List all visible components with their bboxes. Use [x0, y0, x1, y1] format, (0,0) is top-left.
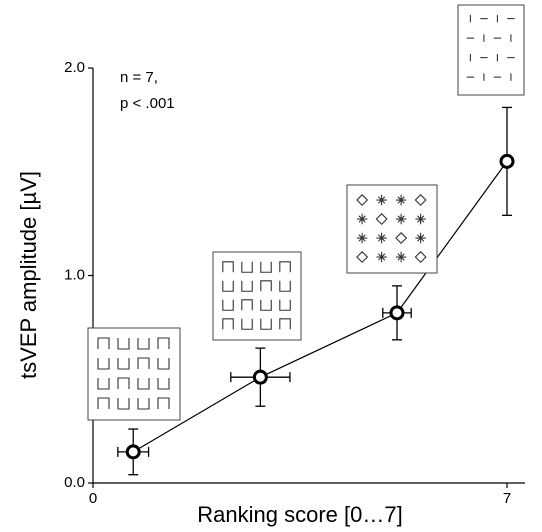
data-point [501, 155, 513, 167]
stimulus-inset [213, 252, 301, 340]
data-point [127, 446, 139, 458]
annotation: n = 7, [120, 69, 158, 86]
x-axis-title: Ranking score [0…7] [197, 502, 402, 527]
trend-line [133, 161, 507, 452]
chart: Ranking score [0…7] tsVEP amplitude [µV]… [0, 0, 542, 532]
y-tick-label: 0.0 [64, 474, 85, 491]
y-tick-label: 2.0 [64, 59, 85, 76]
stimulus-inset [88, 328, 180, 420]
data-point [254, 371, 266, 383]
x-tick-label: 7 [503, 490, 511, 507]
y-axis-title: tsVEP amplitude [µV] [16, 171, 41, 379]
y-tick-label: 1.0 [64, 266, 85, 283]
data-point [391, 307, 403, 319]
x-tick-label: 0 [89, 490, 97, 507]
annotation: p < .001 [120, 95, 175, 112]
